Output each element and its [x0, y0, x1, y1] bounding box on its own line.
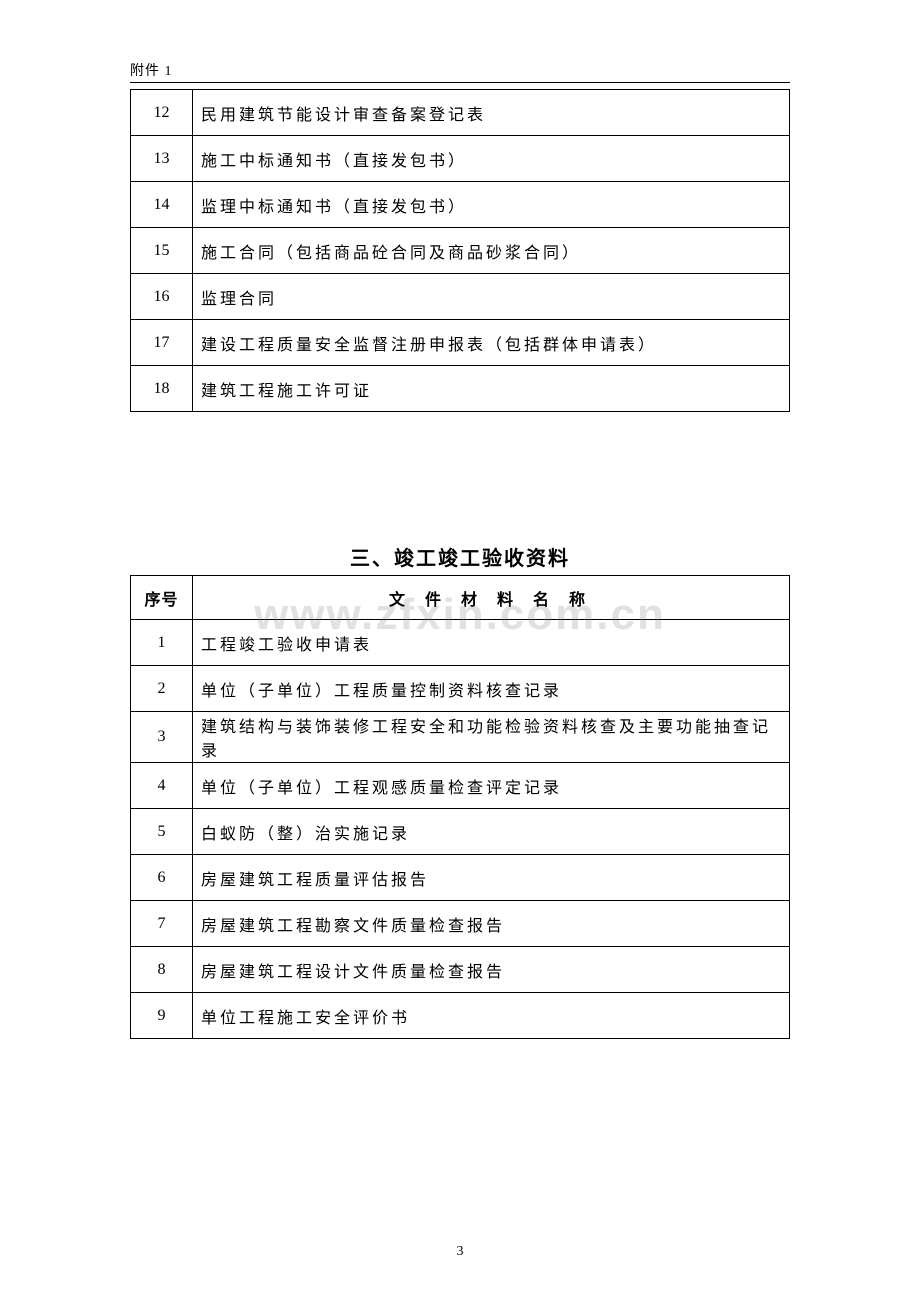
row-text: 施工合同（包括商品砼合同及商品砂浆合同） — [193, 228, 790, 274]
row-num: 8 — [131, 947, 193, 993]
page-header: 附件 1 — [130, 60, 790, 83]
table-row: 3建筑结构与装饰装修工程安全和功能检验资料核查及主要功能抽查记录 — [131, 712, 790, 763]
row-num: 6 — [131, 855, 193, 901]
row-text: 房屋建筑工程质量评估报告 — [193, 855, 790, 901]
row-text: 工程竣工验收申请表 — [193, 620, 790, 666]
attachment-label: 附件 1 — [130, 60, 173, 80]
table-header-row: 序号 文 件 材 料 名 称 — [131, 576, 790, 620]
table-row: 1工程竣工验收申请表 — [131, 620, 790, 666]
section-title: 三、竣工竣工验收资料 — [130, 542, 790, 571]
row-num: 5 — [131, 809, 193, 855]
page-number: 3 — [0, 1244, 920, 1260]
row-text: 建筑工程施工许可证 — [193, 366, 790, 412]
row-text: 民用建筑节能设计审查备案登记表 — [193, 90, 790, 136]
row-text: 房屋建筑工程勘察文件质量检查报告 — [193, 901, 790, 947]
table-row: 6房屋建筑工程质量评估报告 — [131, 855, 790, 901]
table-row: 7房屋建筑工程勘察文件质量检查报告 — [131, 901, 790, 947]
table-row: 13施工中标通知书（直接发包书） — [131, 136, 790, 182]
table-part2: 序号 文 件 材 料 名 称 1工程竣工验收申请表 2单位（子单位）工程质量控制… — [130, 575, 790, 1039]
table-row: 18建筑工程施工许可证 — [131, 366, 790, 412]
row-num: 3 — [131, 712, 193, 763]
row-num: 7 — [131, 901, 193, 947]
table-row: 5白蚁防（整）治实施记录 — [131, 809, 790, 855]
row-text: 单位（子单位）工程观感质量检查评定记录 — [193, 763, 790, 809]
table-row: 14监理中标通知书（直接发包书） — [131, 182, 790, 228]
row-num: 16 — [131, 274, 193, 320]
row-num: 4 — [131, 763, 193, 809]
col-header-name: 文 件 材 料 名 称 — [193, 576, 790, 620]
table-row: 4单位（子单位）工程观感质量检查评定记录 — [131, 763, 790, 809]
row-text: 建筑结构与装饰装修工程安全和功能检验资料核查及主要功能抽查记录 — [193, 712, 790, 763]
table-part1: 12民用建筑节能设计审查备案登记表 13施工中标通知书（直接发包书） 14监理中… — [130, 89, 790, 412]
col-header-num: 序号 — [131, 576, 193, 620]
row-text: 单位工程施工安全评价书 — [193, 993, 790, 1039]
row-text: 监理中标通知书（直接发包书） — [193, 182, 790, 228]
row-text: 施工中标通知书（直接发包书） — [193, 136, 790, 182]
row-num: 2 — [131, 666, 193, 712]
table-row: 2单位（子单位）工程质量控制资料核查记录 — [131, 666, 790, 712]
document-page: 附件 1 12民用建筑节能设计审查备案登记表 13施工中标通知书（直接发包书） … — [0, 0, 920, 1302]
row-text: 单位（子单位）工程质量控制资料核查记录 — [193, 666, 790, 712]
table-row: 15施工合同（包括商品砼合同及商品砂浆合同） — [131, 228, 790, 274]
row-text: 房屋建筑工程设计文件质量检查报告 — [193, 947, 790, 993]
row-num: 18 — [131, 366, 193, 412]
row-text: 建设工程质量安全监督注册申报表（包括群体申请表） — [193, 320, 790, 366]
table-row: 16监理合同 — [131, 274, 790, 320]
row-num: 15 — [131, 228, 193, 274]
table-row: 9单位工程施工安全评价书 — [131, 993, 790, 1039]
row-num: 9 — [131, 993, 193, 1039]
row-num: 1 — [131, 620, 193, 666]
table-row: 17建设工程质量安全监督注册申报表（包括群体申请表） — [131, 320, 790, 366]
row-text: 白蚁防（整）治实施记录 — [193, 809, 790, 855]
row-num: 13 — [131, 136, 193, 182]
row-text: 监理合同 — [193, 274, 790, 320]
table-row: 12民用建筑节能设计审查备案登记表 — [131, 90, 790, 136]
row-num: 12 — [131, 90, 193, 136]
table-row: 8房屋建筑工程设计文件质量检查报告 — [131, 947, 790, 993]
row-num: 14 — [131, 182, 193, 228]
row-num: 17 — [131, 320, 193, 366]
